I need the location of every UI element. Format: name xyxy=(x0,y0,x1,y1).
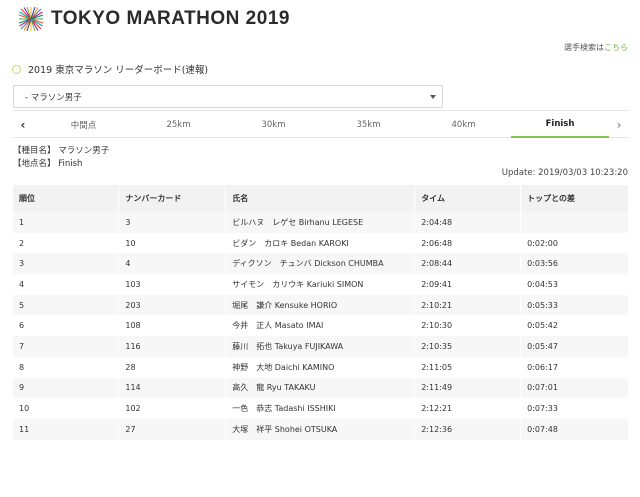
table-row: 8 28 神野 大地 Daichi KAMINO 2:11:05 0:06:17 xyxy=(13,356,629,378)
table-row: 6 108 今井 正人 Masato IMAI 2:10:30 0:05:42 xyxy=(13,315,629,337)
cell-time: 2:04:48 xyxy=(414,212,522,233)
table-row: 9 114 高久 龍 Ryu TAKAKU 2:11:49 0:07:01 xyxy=(13,377,629,399)
table-row: 4 103 サイモン カリウキ Kariuki SIMON 2:09:41 0:04:5… xyxy=(13,274,629,295)
cell-time: 2:06:48 xyxy=(414,232,522,254)
page-title-text: 2019 東京マラソン リーダーボード(速報) xyxy=(28,65,209,76)
cell-gap: 0:07:01 xyxy=(520,377,629,399)
cell-name: 今井 正人 Masato IMAI xyxy=(225,315,416,337)
cell-time: 2:10:35 xyxy=(414,336,522,357)
cell-name: 一色 恭志 Tadashi ISSHIKI xyxy=(225,398,416,419)
cell-rank: 1 xyxy=(13,212,120,233)
table-row: 7 116 藤川 拓也 Takuya FUJIKAWA 2:10:35 0:05:47 xyxy=(13,336,629,357)
cell-bib: 10 xyxy=(118,232,227,254)
cell-name: 大塚 祥平 Shohei OTSUKA xyxy=(225,418,416,440)
cell-time: 2:11:05 xyxy=(414,356,522,378)
chevron-down-icon xyxy=(430,95,436,99)
cell-time: 2:10:30 xyxy=(414,315,522,337)
cell-bib: 3 xyxy=(118,212,227,233)
cell-gap: 0:05:42 xyxy=(520,315,629,337)
cell-bib: 27 xyxy=(118,418,227,440)
header-name: 氏名 xyxy=(225,185,416,212)
cell-gap: 0:04:53 xyxy=(520,274,629,295)
cell-name: 堀尾 謙介 Kensuke HORIO xyxy=(225,294,416,316)
header-gap: トップとの差 xyxy=(520,185,629,212)
cell-gap xyxy=(520,212,629,233)
site-header: TOKYO MARATHON 2019 xyxy=(0,0,640,36)
cell-time: 2:12:21 xyxy=(414,398,522,419)
chevron-left-icon[interactable]: ‹ xyxy=(20,117,26,132)
tab-finish[interactable]: Finish xyxy=(511,111,609,138)
athlete-search-link[interactable]: こちら xyxy=(604,43,628,52)
tab-25km[interactable]: 25km xyxy=(166,119,191,130)
tokyo-marathon-logo-icon[interactable] xyxy=(18,6,44,32)
cell-gap: 0:07:48 xyxy=(520,418,629,440)
cell-rank: 2 xyxy=(13,232,120,254)
cell-name: サイモン カリウキ Kariuki SIMON xyxy=(225,274,416,295)
cell-name: 高久 龍 Ryu TAKAKU xyxy=(225,377,416,399)
cell-name: ビルハヌ レゲセ Birhanu LEGESE xyxy=(225,212,416,233)
page-title: 2019 東京マラソン リーダーボード(速報) xyxy=(12,62,208,76)
cell-gap: 0:02:00 xyxy=(520,232,629,254)
tab-35km[interactable]: 35km xyxy=(356,119,381,130)
cell-bib: 102 xyxy=(118,398,227,419)
tab-40km[interactable]: 40km xyxy=(451,119,476,130)
header-rank: 順位 xyxy=(13,185,120,212)
cell-gap: 0:06:17 xyxy=(520,356,629,378)
table-row: 10 102 一色 恭志 Tadashi ISSHIKI 2:12:21 0:07:33 xyxy=(13,398,629,419)
checkpoint-tabs: ‹ 中間点 25km 30km 35km 40km Finish › xyxy=(13,110,629,138)
cell-bib: 103 xyxy=(118,274,227,295)
cell-rank: 7 xyxy=(13,336,120,357)
cell-rank: 6 xyxy=(13,315,120,337)
cell-time: 2:11:49 xyxy=(414,377,522,399)
cell-gap: 0:07:33 xyxy=(520,398,629,419)
tab-30km[interactable]: 30km xyxy=(261,119,286,130)
table-header-row: 順位 ナンバーカード 氏名 タイム トップとの差 xyxy=(13,185,629,212)
cell-time: 2:09:41 xyxy=(414,274,522,295)
cell-bib: 4 xyxy=(118,253,227,275)
category-select[interactable]: - マラソン男子 xyxy=(13,85,443,108)
cell-rank: 3 xyxy=(13,253,120,275)
cell-name: 神野 大地 Daichi KAMINO xyxy=(225,356,416,378)
cell-rank: 11 xyxy=(13,418,120,440)
cell-rank: 4 xyxy=(13,274,120,295)
athlete-search-prompt: 選手検索はこちら xyxy=(564,42,628,53)
event-name: 【種目名】 マラソン男子 xyxy=(13,146,110,156)
cell-bib: 108 xyxy=(118,315,227,337)
cell-gap: 0:03:56 xyxy=(520,253,629,275)
table-row: 5 203 堀尾 謙介 Kensuke HORIO 2:10:21 0:05:33 xyxy=(13,294,629,316)
table-row: 2 10 ビダン カロキ Bedan KAROKI 2:06:48 0:02:00 xyxy=(13,232,629,254)
cell-time: 2:10:21 xyxy=(414,294,522,316)
cell-rank: 9 xyxy=(13,377,120,399)
header-time: タイム xyxy=(414,185,522,212)
circle-bullet-icon xyxy=(12,64,21,74)
update-timestamp: Update: 2019/03/03 10:23:20 xyxy=(501,168,628,178)
table-row: 3 4 ディクソン チュンバ Dickson CHUMBA 2:08:44 0:03:5… xyxy=(13,253,629,275)
cell-gap: 0:05:33 xyxy=(520,294,629,316)
cell-rank: 8 xyxy=(13,356,120,378)
header-bib: ナンバーカード xyxy=(118,185,227,212)
chevron-right-icon[interactable]: › xyxy=(616,117,622,132)
cell-name: ディクソン チュンバ Dickson CHUMBA xyxy=(225,253,416,275)
athlete-search-label: 選手検索は xyxy=(564,43,604,52)
cell-bib: 114 xyxy=(118,377,227,399)
cell-gap: 0:05:47 xyxy=(520,336,629,357)
cell-bib: 28 xyxy=(118,356,227,378)
cell-rank: 10 xyxy=(13,398,120,419)
cell-bib: 203 xyxy=(118,294,227,316)
category-select-value: - マラソン男子 xyxy=(25,92,82,103)
cell-time: 2:08:44 xyxy=(414,253,522,275)
logo-text: TOKYO MARATHON 2019 xyxy=(51,8,290,29)
cell-rank: 5 xyxy=(13,294,120,316)
cell-bib: 116 xyxy=(118,336,227,357)
table-row: 11 27 大塚 祥平 Shohei OTSUKA 2:12:36 0:07:48 xyxy=(13,418,629,440)
leaderboard-table: 順位 ナンバーカード 氏名 タイム トップとの差 1 3 ビルハヌ レゲセ Birh… xyxy=(13,185,629,440)
cell-name: 藤川 拓也 Takuya FUJIKAWA xyxy=(225,336,416,357)
tab-halfway[interactable]: 中間点 xyxy=(70,120,97,131)
point-name: 【地点名】 Finish xyxy=(13,159,83,169)
cell-time: 2:12:36 xyxy=(414,418,522,440)
cell-name: ビダン カロキ Bedan KAROKI xyxy=(225,232,416,254)
table-row: 1 3 ビルハヌ レゲセ Birhanu LEGESE 2:04:48 xyxy=(13,212,629,233)
